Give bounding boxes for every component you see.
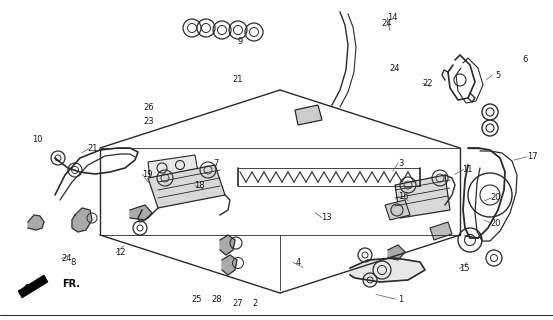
Text: 19: 19 — [142, 170, 152, 179]
Polygon shape — [220, 235, 235, 255]
Polygon shape — [388, 245, 405, 260]
Text: 20: 20 — [491, 193, 501, 202]
Text: 14: 14 — [388, 13, 398, 22]
Text: 2: 2 — [253, 300, 258, 308]
Text: 23: 23 — [143, 117, 154, 126]
Text: 7: 7 — [213, 159, 218, 168]
Text: 16: 16 — [398, 192, 409, 201]
Text: 25: 25 — [191, 295, 201, 304]
Text: 3: 3 — [399, 159, 404, 168]
Polygon shape — [395, 175, 450, 218]
Polygon shape — [430, 222, 452, 240]
Text: 24: 24 — [382, 20, 392, 28]
Text: 22: 22 — [422, 79, 432, 88]
Polygon shape — [130, 205, 152, 220]
Polygon shape — [72, 208, 92, 232]
Text: 4: 4 — [296, 258, 301, 267]
Text: 13: 13 — [321, 213, 332, 222]
Text: 8: 8 — [71, 258, 76, 267]
Text: 21: 21 — [88, 144, 98, 153]
Text: FR.: FR. — [62, 279, 80, 289]
Text: 15: 15 — [460, 264, 469, 273]
Text: 6: 6 — [523, 55, 528, 64]
Text: 28: 28 — [211, 295, 222, 304]
Text: 24: 24 — [390, 64, 400, 73]
Text: 10: 10 — [33, 135, 43, 144]
Text: 26: 26 — [143, 103, 154, 112]
Text: 11: 11 — [462, 165, 472, 174]
Text: 1: 1 — [398, 295, 404, 304]
Polygon shape — [350, 258, 425, 282]
Polygon shape — [148, 165, 225, 208]
Text: 9: 9 — [238, 37, 243, 46]
Polygon shape — [148, 155, 198, 178]
Text: 24: 24 — [61, 254, 71, 263]
Polygon shape — [18, 275, 48, 298]
Text: 17: 17 — [526, 152, 538, 161]
Text: 27: 27 — [232, 300, 243, 308]
Text: 20: 20 — [491, 219, 501, 228]
Text: 18: 18 — [194, 181, 205, 190]
Polygon shape — [385, 200, 410, 220]
Polygon shape — [295, 105, 322, 125]
Polygon shape — [28, 215, 44, 230]
Polygon shape — [222, 255, 237, 275]
Text: 12: 12 — [116, 248, 126, 257]
Text: 21: 21 — [233, 76, 243, 84]
Text: 5: 5 — [495, 71, 500, 80]
